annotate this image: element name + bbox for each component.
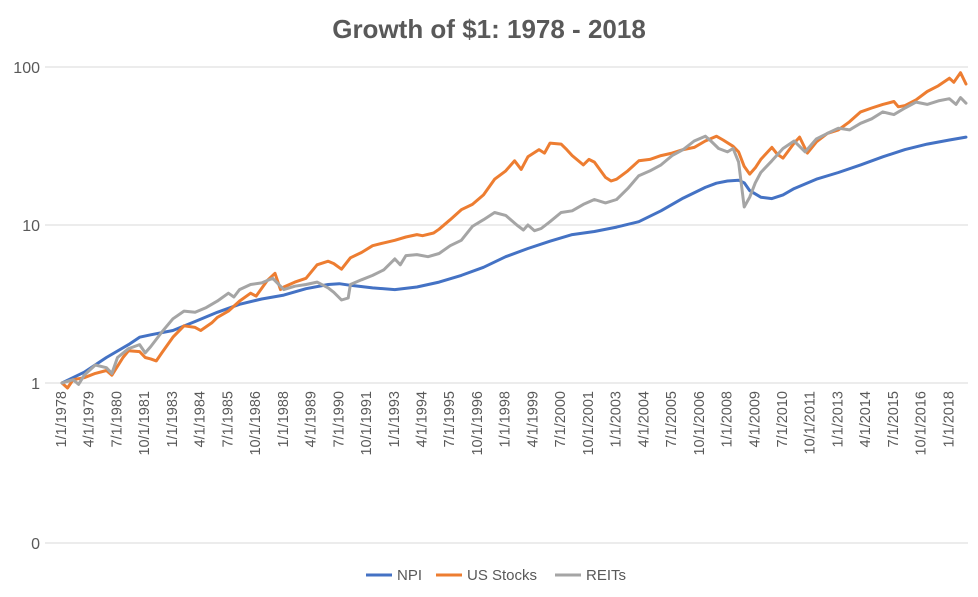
x-axis: 1/1/1978 4/1/1979 7/1/1980 10/1/1981 1/1/198… [54, 391, 957, 456]
x-tick-label: 7/1/2000 [553, 391, 569, 447]
x-tick-label: 10/1/2016 [914, 391, 930, 456]
chart-title: Growth of $1: 1978 - 2018 [332, 14, 646, 44]
x-tick-label: 1/1/1983 [165, 391, 181, 447]
x-tick-label: 4/1/1979 [82, 391, 98, 447]
series-line-reits [60, 96, 968, 386]
legend-label-reits: REITs [586, 567, 626, 584]
series-line-npi [60, 135, 968, 385]
y-tick-label-1: 1 [31, 376, 40, 393]
x-tick-label: 1/1/2003 [609, 391, 625, 447]
x-tick-label: 1/1/2018 [941, 391, 957, 447]
series-lines [60, 71, 968, 390]
x-tick-label: 10/1/1986 [248, 391, 264, 456]
x-tick-label: 1/1/1988 [276, 391, 292, 447]
y-axis: 100 10 1 0 [13, 60, 40, 553]
x-tick-label: 10/1/1981 [137, 391, 153, 456]
legend: NPI US Stocks REITs [366, 567, 626, 584]
x-tick-label: 4/1/1984 [193, 391, 209, 447]
legend-item-npi: NPI [366, 567, 422, 584]
x-tick-label: 7/1/1985 [220, 391, 236, 447]
x-tick-label: 4/1/1999 [525, 391, 541, 447]
x-tick-label: 4/1/2014 [858, 391, 874, 447]
x-tick-label: 1/1/1978 [54, 391, 70, 447]
legend-item-us-stocks: US Stocks [436, 567, 537, 584]
x-tick-label: 7/1/2015 [886, 391, 902, 447]
x-tick-label: 7/1/2005 [664, 391, 680, 447]
x-tick-label: 4/1/1989 [304, 391, 320, 447]
y-tick-label-0: 0 [31, 536, 40, 553]
series-line-us-stocks [60, 71, 968, 390]
x-tick-label: 10/1/1991 [359, 391, 375, 456]
x-tick-label: 1/1/1993 [387, 391, 403, 447]
x-tick-label: 7/1/1990 [331, 391, 347, 447]
x-tick-label: 10/1/2006 [692, 391, 708, 456]
x-tick-label: 1/1/2008 [720, 391, 736, 447]
x-tick-label: 7/1/2010 [775, 391, 791, 447]
x-tick-label: 4/1/2009 [747, 391, 763, 447]
x-tick-label: 10/1/2011 [803, 391, 819, 454]
y-tick-label-10: 10 [22, 218, 40, 235]
legend-label-npi: NPI [397, 567, 422, 584]
x-tick-label: 10/1/2001 [581, 391, 597, 456]
gridlines [45, 66, 968, 544]
x-tick-label: 10/1/1996 [470, 391, 486, 456]
legend-item-reits: REITs [555, 567, 626, 584]
x-tick-label: 1/1/2013 [830, 391, 846, 447]
y-tick-label-100: 100 [13, 60, 40, 77]
x-tick-label: 7/1/1995 [442, 391, 458, 447]
x-tick-label: 1/1/1998 [498, 391, 514, 447]
x-tick-label: 4/1/2004 [636, 391, 652, 447]
legend-label-us-stocks: US Stocks [467, 567, 537, 584]
x-tick-label: 4/1/1994 [415, 391, 431, 447]
x-tick-label: 7/1/1980 [110, 391, 126, 447]
